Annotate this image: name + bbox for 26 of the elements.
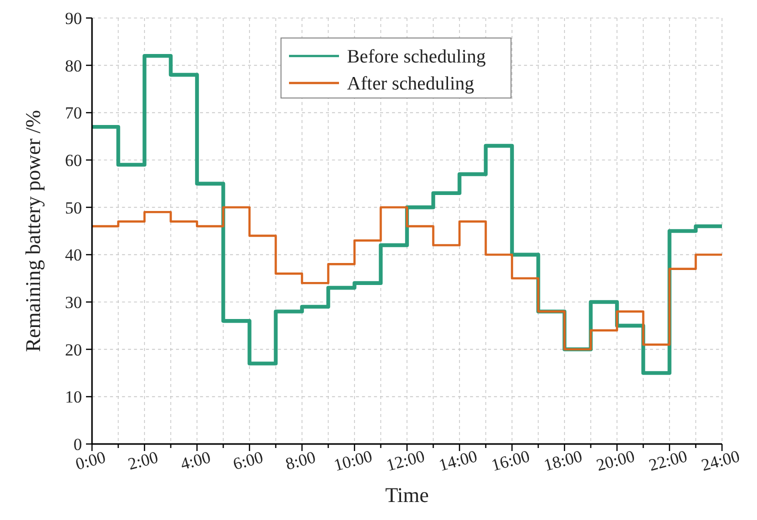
x-tick-label: 4:00 <box>178 448 213 474</box>
x-tick-label: 18:00 <box>542 446 584 475</box>
x-tick-label: 24:00 <box>699 446 742 475</box>
y-tick-label: 30 <box>65 292 82 312</box>
x-tick-label: 14:00 <box>436 446 480 475</box>
x-tick-label: 12:00 <box>384 446 427 475</box>
x-tick-label: 8:00 <box>284 448 318 474</box>
y-tick-label: 70 <box>65 104 82 123</box>
x-tick-label: 22:00 <box>646 446 690 475</box>
x-axis-title: Time <box>385 483 429 507</box>
y-tick-label: 60 <box>65 150 82 170</box>
y-tick-label: 80 <box>65 56 82 76</box>
y-tick-label: 10 <box>65 388 82 407</box>
y-tick-label: 0 <box>74 434 82 454</box>
x-tick-label: 16:00 <box>489 446 532 475</box>
y-axis-title: Remaining battery power /% <box>21 110 45 352</box>
y-tick-label: 20 <box>65 340 82 360</box>
x-tick-label: 2:00 <box>126 448 160 474</box>
legend-label: Before scheduling <box>347 46 486 68</box>
x-tick-label: 20:00 <box>594 446 637 475</box>
y-tick-label: 40 <box>65 246 82 265</box>
x-tick-label: 6:00 <box>231 448 266 474</box>
legend-label: After scheduling <box>347 74 475 95</box>
y-tick-label: 90 <box>65 8 82 28</box>
y-tick-label: 50 <box>65 198 82 218</box>
x-tick-label: 10:00 <box>332 446 374 475</box>
